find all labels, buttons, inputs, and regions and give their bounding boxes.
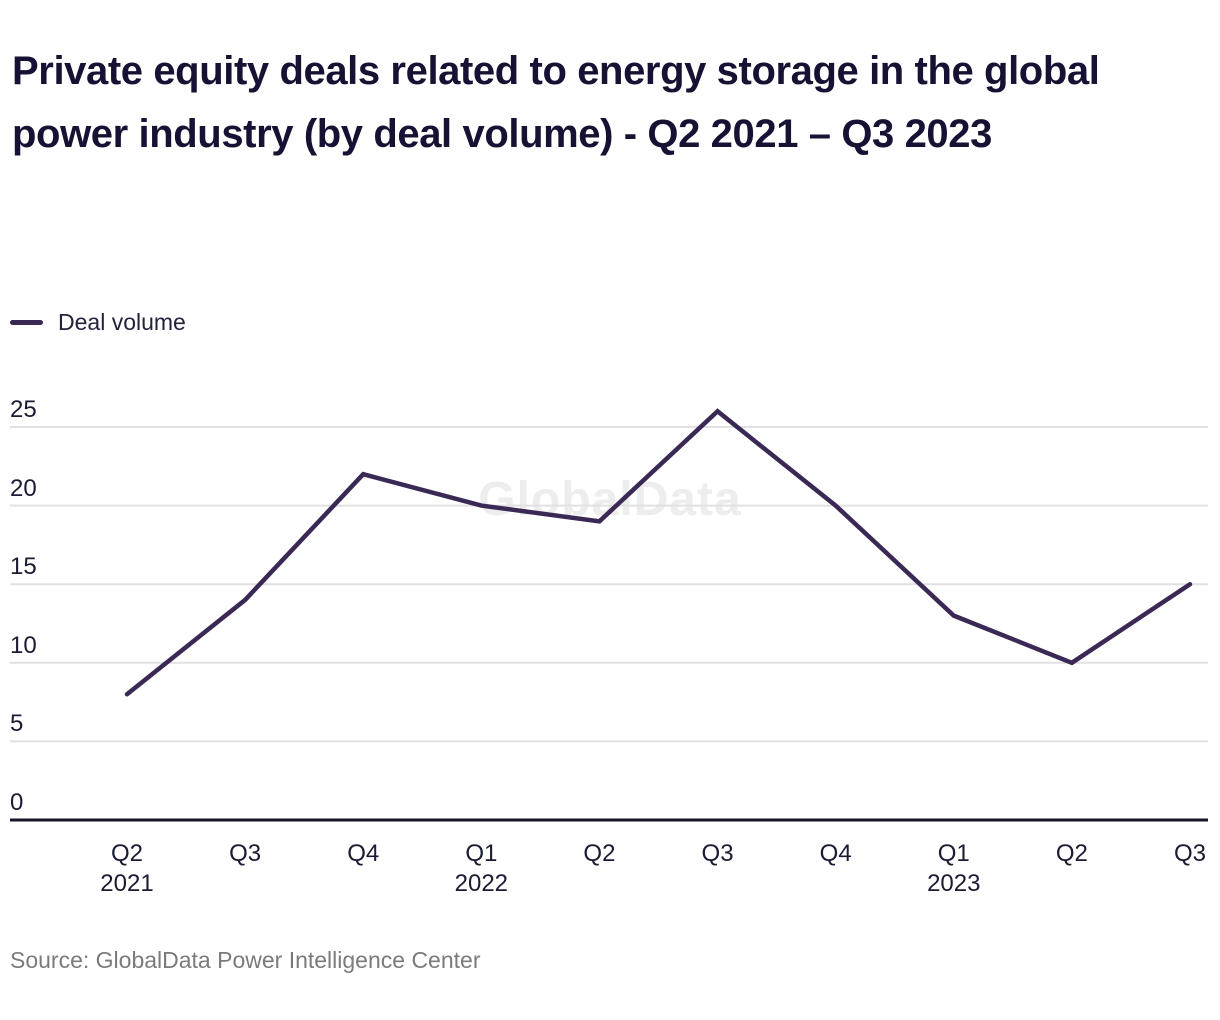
x-tick-quarter: Q2 [110,840,144,867]
x-tick-quarter: Q1 [937,840,970,867]
y-tick-label: 0 [10,789,24,816]
x-tick-quarter: Q1 [465,840,498,867]
x-tick-label: Q3 [702,839,734,869]
legend-line-swatch [10,319,43,325]
watermark: GlobalData [478,473,742,526]
x-tick-label: Q2 [583,839,615,869]
chart-title: Private equity deals related to energy s… [12,49,1100,156]
legend-label: Deal volume [58,308,186,335]
x-tick-year: 2022 [454,870,509,897]
x-tick-year: 2023 [927,870,981,897]
x-tick-quarter: Q2 [583,840,616,867]
x-tick-label: Q4 [347,839,379,869]
x-tick-quarter: Q3 [701,840,734,867]
x-tick-quarter: Q3 [1173,840,1206,867]
x-tick-label: Q2 2021 [100,839,153,899]
x-tick-label: Q1 2022 [455,839,508,899]
x-tick-year: 2021 [100,870,154,897]
deal-volume-line [124,408,1193,697]
x-tick-label: Q3 [229,839,261,869]
y-tick-label: 25 [10,396,37,423]
x-tick-label: Q2 [1056,839,1088,869]
x-tick-quarter: Q4 [347,840,380,867]
x-tick-label: Q3 [1174,839,1206,869]
legend: Deal volume [10,307,186,337]
x-tick-label: Q4 [820,839,852,869]
y-tick-label: 15 [10,553,37,581]
y-tick-label: 10 [10,631,37,659]
x-tick-label: Q1 2023 [927,839,980,899]
source-note: Source: GlobalData Power Intelligence Ce… [10,947,481,973]
x-tick-quarter: Q4 [819,840,852,867]
y-tick-label: 20 [10,474,37,502]
x-tick-quarter: Q2 [1055,840,1088,867]
x-tick-quarter: Q3 [229,840,262,867]
y-tick-label: 5 [10,710,24,738]
